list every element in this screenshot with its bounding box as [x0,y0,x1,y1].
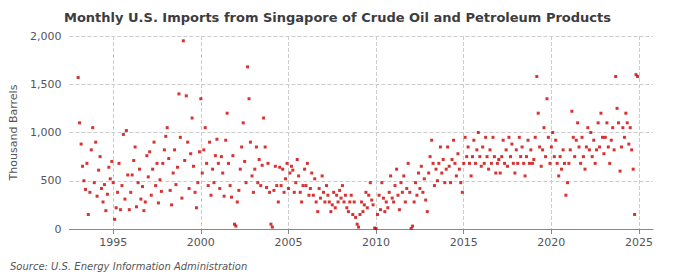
svg-text:2,000: 2,000 [30,30,62,43]
svg-text:2020: 2020 [537,236,565,249]
svg-text:2015: 2015 [450,236,478,249]
svg-text:2005: 2005 [274,236,302,249]
svg-text:2025: 2025 [625,236,653,249]
svg-text:1995: 1995 [99,236,127,249]
svg-text:2000: 2000 [187,236,215,249]
svg-text:Thousand Barrels: Thousand Barrels [7,84,20,181]
svg-text:Monthly U.S. Imports from Sing: Monthly U.S. Imports from Singapore of C… [64,10,611,25]
svg-text:0: 0 [54,223,61,236]
svg-text:Source: U.S. Energy Informatio: Source: U.S. Energy Information Administ… [10,261,247,272]
svg-text:1,000: 1,000 [30,126,62,139]
svg-text:2010: 2010 [362,236,390,249]
svg-text:500: 500 [40,174,61,187]
svg-text:1,500: 1,500 [30,78,62,91]
